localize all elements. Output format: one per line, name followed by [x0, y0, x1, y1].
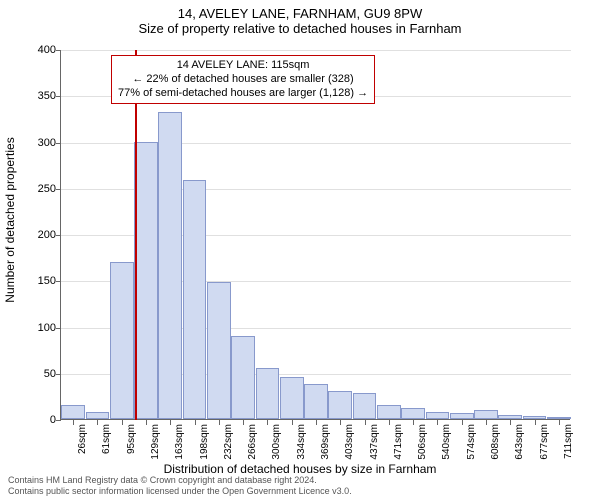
x-tick	[486, 420, 487, 425]
histogram-bar	[498, 415, 522, 419]
histogram-bar	[377, 405, 401, 419]
y-tick-label: 250	[38, 183, 56, 195]
y-tick	[56, 420, 61, 421]
histogram-bar	[110, 262, 134, 419]
y-axis-title: Number of detached properties	[3, 137, 17, 302]
x-tick-label: 437sqm	[369, 424, 380, 460]
x-tick	[389, 420, 390, 425]
x-tick-label: 403sqm	[344, 424, 355, 460]
x-tick-label: 677sqm	[539, 424, 550, 460]
footer-attribution: Contains HM Land Registry data © Crown c…	[8, 475, 352, 496]
y-tick-label: 100	[38, 322, 56, 334]
y-tick	[56, 143, 61, 144]
footer-line1: Contains HM Land Registry data © Crown c…	[8, 475, 352, 485]
x-tick	[340, 420, 341, 425]
x-tick	[559, 420, 560, 425]
x-tick	[243, 420, 244, 425]
y-tick-label: 300	[38, 137, 56, 149]
x-tick-label: 26sqm	[77, 424, 88, 454]
x-tick	[510, 420, 511, 425]
x-tick	[535, 420, 536, 425]
histogram-bar	[280, 377, 304, 419]
histogram-bar	[401, 408, 425, 419]
x-tick-label: 129sqm	[150, 424, 161, 460]
histogram-bar	[231, 336, 255, 419]
y-tick	[56, 374, 61, 375]
callout-box: 14 AVELEY LANE: 115sqm← 22% of detached …	[111, 55, 375, 104]
x-tick	[122, 420, 123, 425]
x-tick-label: 232sqm	[223, 424, 234, 460]
callout-line2: ← 22% of detached houses are smaller (32…	[118, 73, 368, 87]
chart-area: 05010015020025030035040026sqm61sqm95sqm1…	[60, 50, 570, 420]
x-tick	[316, 420, 317, 425]
y-tick-label: 0	[50, 414, 56, 426]
histogram-bar	[474, 410, 498, 419]
x-tick-label: 574sqm	[466, 424, 477, 460]
x-tick	[267, 420, 268, 425]
reference-line	[135, 50, 137, 420]
x-tick	[73, 420, 74, 425]
x-axis-title: Distribution of detached houses by size …	[0, 462, 600, 476]
histogram-bar	[304, 384, 328, 419]
footer-line2: Contains public sector information licen…	[8, 486, 352, 496]
y-tick-label: 200	[38, 229, 56, 241]
callout-line1: 14 AVELEY LANE: 115sqm	[118, 59, 368, 73]
x-tick-label: 163sqm	[174, 424, 185, 460]
y-tick-label: 350	[38, 90, 56, 102]
y-tick	[56, 96, 61, 97]
histogram-bar	[328, 391, 352, 419]
histogram-bar	[450, 413, 474, 419]
y-tick	[56, 235, 61, 236]
y-tick-label: 400	[38, 44, 56, 56]
histogram-bar	[547, 417, 571, 419]
x-tick-label: 334sqm	[296, 424, 307, 460]
histogram-bar	[256, 368, 280, 419]
title-address: 14, AVELEY LANE, FARNHAM, GU9 8PW	[0, 6, 600, 21]
histogram-bar	[134, 142, 158, 420]
x-tick-label: 643sqm	[514, 424, 525, 460]
plot-area: 05010015020025030035040026sqm61sqm95sqm1…	[60, 50, 570, 420]
y-tick-label: 150	[38, 275, 56, 287]
callout-line3: 77% of semi-detached houses are larger (…	[118, 87, 368, 101]
x-tick	[146, 420, 147, 425]
x-tick	[437, 420, 438, 425]
x-tick	[195, 420, 196, 425]
y-tick	[56, 189, 61, 190]
x-tick-label: 471sqm	[393, 424, 404, 460]
histogram-bar	[183, 180, 207, 419]
x-tick-label: 95sqm	[126, 424, 137, 454]
x-tick	[292, 420, 293, 425]
x-tick	[365, 420, 366, 425]
chart-title-block: 14, AVELEY LANE, FARNHAM, GU9 8PW Size o…	[0, 0, 600, 36]
x-tick-label: 608sqm	[490, 424, 501, 460]
histogram-bar	[158, 112, 182, 419]
x-tick	[462, 420, 463, 425]
x-tick-label: 300sqm	[271, 424, 282, 460]
x-tick-label: 198sqm	[199, 424, 210, 460]
x-tick	[97, 420, 98, 425]
y-tick	[56, 281, 61, 282]
title-subtitle: Size of property relative to detached ho…	[0, 21, 600, 36]
y-tick	[56, 50, 61, 51]
x-tick-label: 369sqm	[320, 424, 331, 460]
x-tick-label: 61sqm	[101, 424, 112, 454]
y-tick	[56, 328, 61, 329]
y-tick-label: 50	[44, 368, 56, 380]
histogram-bar	[523, 416, 547, 419]
x-tick-label: 540sqm	[441, 424, 452, 460]
histogram-bar	[207, 282, 231, 419]
gridline	[61, 50, 571, 51]
x-tick	[170, 420, 171, 425]
x-tick-label: 506sqm	[417, 424, 428, 460]
x-tick	[219, 420, 220, 425]
histogram-bar	[353, 393, 377, 419]
x-tick	[413, 420, 414, 425]
x-tick-label: 266sqm	[247, 424, 258, 460]
x-tick-label: 711sqm	[563, 424, 574, 459]
histogram-bar	[86, 412, 110, 419]
histogram-bar	[426, 412, 450, 419]
histogram-bar	[61, 405, 85, 419]
